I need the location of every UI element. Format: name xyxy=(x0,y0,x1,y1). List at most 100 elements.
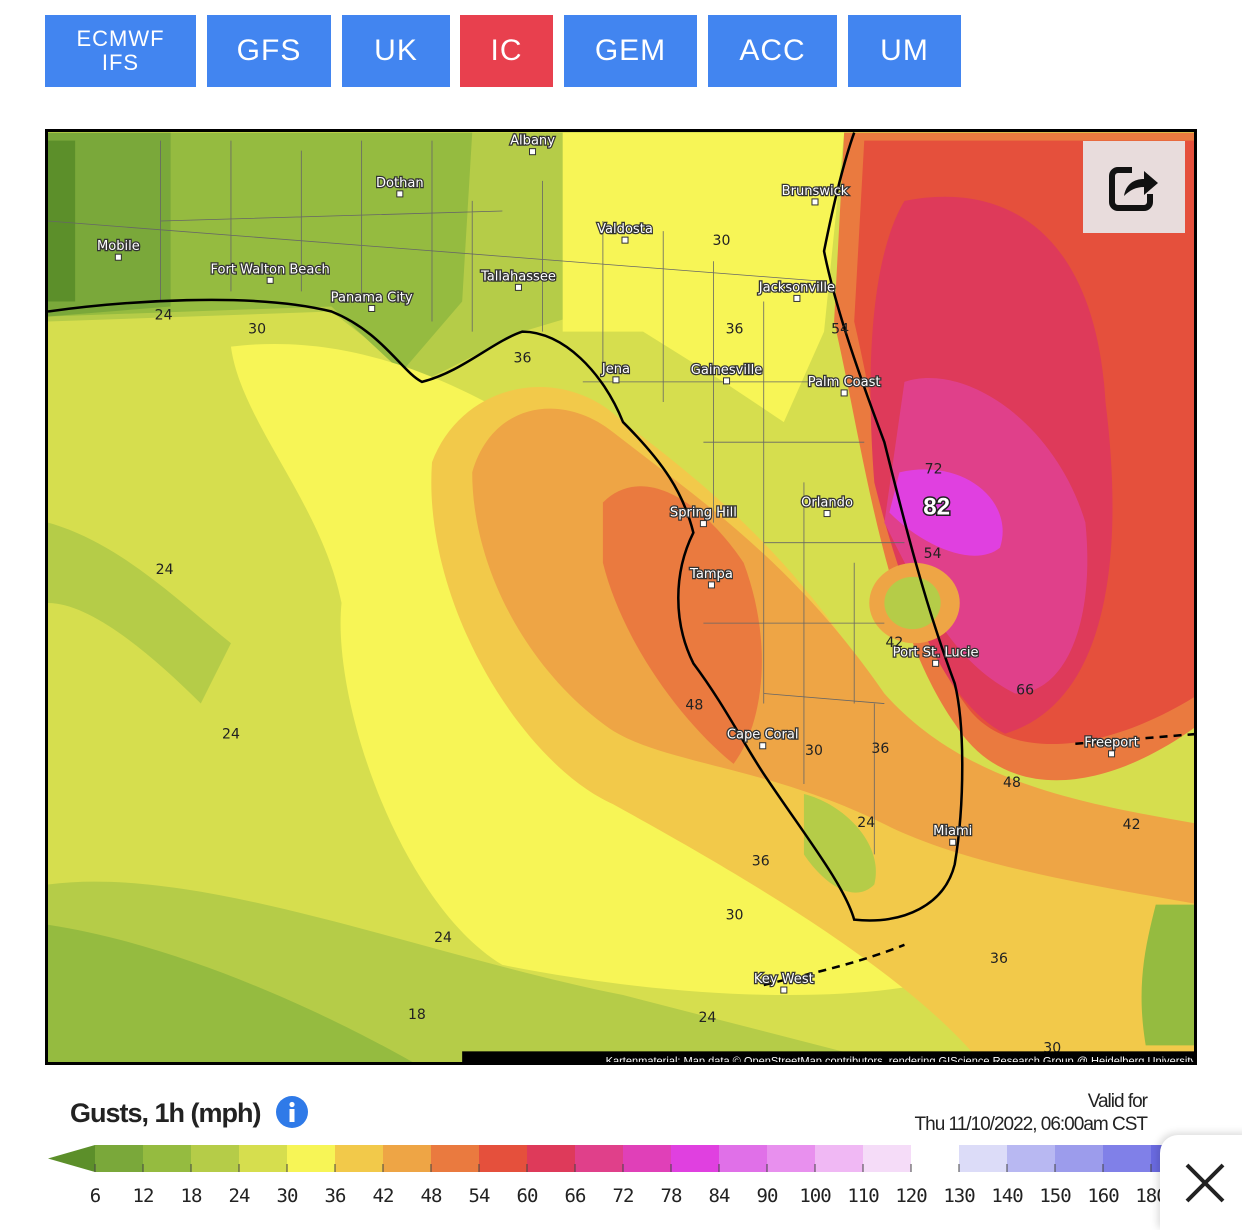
valid-time: Valid for Thu 11/10/2022, 06:00am CST xyxy=(914,1090,1148,1136)
colorbar-segment xyxy=(431,1145,479,1172)
city-label: Tampa xyxy=(689,567,733,582)
colorbar-tick-label: 6 xyxy=(90,1185,101,1207)
close-icon xyxy=(1185,1163,1225,1202)
contour-label: 24 xyxy=(222,727,240,743)
city-label: Freeport xyxy=(1084,736,1138,751)
colorbar-tick-label: 160 xyxy=(1087,1185,1119,1207)
zone xyxy=(1141,904,1194,1046)
city-label: Mobile xyxy=(97,239,140,254)
city-dot xyxy=(780,986,788,994)
model-tab[interactable]: ACC xyxy=(708,15,837,87)
colorbar-segment xyxy=(1055,1145,1103,1172)
contour-label: 18 xyxy=(408,1007,426,1023)
colorbar-segment xyxy=(527,1145,575,1172)
city-dot xyxy=(949,838,957,846)
colorbar-tick-label: 12 xyxy=(133,1185,154,1207)
contour-label: 36 xyxy=(871,741,889,757)
contour-label: 54 xyxy=(924,546,942,562)
close-button[interactable] xyxy=(1160,1135,1242,1230)
city-dot xyxy=(396,190,404,198)
attribution: Kartenmaterial: Map data © OpenStreetMap… xyxy=(606,1055,1197,1065)
model-tab[interactable]: GFS xyxy=(207,15,331,87)
zone xyxy=(562,132,845,423)
colorbar-segment xyxy=(479,1145,527,1172)
colorbar-tick-label: 60 xyxy=(517,1185,538,1207)
contour-label: 48 xyxy=(685,698,703,714)
model-tab[interactable]: ECMWF IFS xyxy=(45,15,196,87)
contour-label: 24 xyxy=(857,815,875,831)
legend-title: Gusts, 1h (mph) xyxy=(70,1095,309,1129)
city-label: Jena xyxy=(601,362,630,377)
legend-title-text: Gusts, 1h (mph) xyxy=(70,1098,262,1128)
city-label: Tallahassee xyxy=(480,269,556,284)
colorbar-tick-label: 30 xyxy=(277,1185,298,1207)
valid-label: Valid for xyxy=(1087,1091,1148,1112)
city-dot xyxy=(707,581,715,589)
colorbar-segment xyxy=(671,1145,719,1172)
share-icon xyxy=(1109,167,1158,211)
colorbar-tick-label: 78 xyxy=(661,1185,682,1207)
colorbar-segment xyxy=(863,1145,911,1172)
contour-label: 24 xyxy=(698,1010,716,1026)
zone xyxy=(48,140,76,302)
city-label: Brunswick xyxy=(782,184,849,199)
colorbar-segment xyxy=(191,1145,239,1172)
info-icon[interactable] xyxy=(275,1095,309,1129)
city-dot xyxy=(699,520,707,528)
valid-time-text: Thu 11/10/2022, 06:00am CST xyxy=(914,1114,1148,1135)
contour-label: 66 xyxy=(1016,682,1034,698)
zone xyxy=(803,794,876,893)
contour-label: 72 xyxy=(925,461,943,477)
city-label: Albany xyxy=(510,134,555,149)
city-label: Fort Walton Beach xyxy=(211,262,330,277)
colorbar-tick-label: 150 xyxy=(1039,1185,1071,1207)
contour-label: 36 xyxy=(752,853,770,869)
city-label: Dothan xyxy=(376,176,424,191)
city-label: Gainesville xyxy=(691,363,762,378)
contour-label: 30 xyxy=(805,743,823,759)
colorbar-segment xyxy=(959,1145,1007,1172)
colorbar-tick-label: 90 xyxy=(757,1185,778,1207)
contour-label: 30 xyxy=(248,322,266,338)
city-dot xyxy=(793,294,801,302)
contour-label: 36 xyxy=(514,351,532,367)
colorbar-segment xyxy=(95,1145,143,1172)
city-dot xyxy=(514,283,522,291)
model-tab[interactable]: GEM xyxy=(564,15,697,87)
city-label: Palm Coast xyxy=(808,375,881,390)
colorbar-start xyxy=(48,1145,95,1172)
city-dot xyxy=(1108,750,1116,758)
contour-label: 24 xyxy=(155,308,173,324)
colorbar-segment xyxy=(719,1145,767,1172)
colorbar-segment xyxy=(623,1145,671,1172)
zone xyxy=(48,522,231,704)
colorbar-tick-label: 130 xyxy=(943,1185,975,1207)
zone xyxy=(889,469,1003,556)
contour-label: 30 xyxy=(726,908,744,924)
share-button[interactable] xyxy=(1083,141,1185,233)
city-label: Miami xyxy=(933,824,972,839)
contour-label: 42 xyxy=(885,635,903,651)
city-label: Port St. Lucie xyxy=(893,645,979,660)
colorbar-segment xyxy=(575,1145,623,1172)
city-dot xyxy=(932,659,940,667)
map: Albany Dothan Brunswick Valdosta Mobile Fort … xyxy=(45,129,1197,1065)
model-tab[interactable]: UM xyxy=(848,15,961,87)
contour-label: 48 xyxy=(1003,775,1021,791)
model-tab[interactable]: IC xyxy=(460,15,553,87)
colorbar-tick-label: 24 xyxy=(229,1185,250,1207)
contour-label: 36 xyxy=(726,322,744,338)
city-dot xyxy=(266,276,274,284)
colorbar: 6 12 18 24 30 36 42 48 54 60 66 72 78 84 90 100 110 120 13… xyxy=(48,1145,1185,1207)
colorbar-tick-label: 84 xyxy=(709,1185,730,1207)
city-dot xyxy=(114,253,122,261)
city-label: Jacksonville xyxy=(758,280,835,295)
city-dot xyxy=(811,198,819,206)
city-label: Valdosta xyxy=(597,222,653,237)
colorbar-tick-label: 140 xyxy=(991,1185,1023,1207)
model-tab[interactable]: UK xyxy=(342,15,450,87)
colorbar-tick-label: 110 xyxy=(847,1185,879,1207)
map-labels: Albany Dothan Brunswick Valdosta Mobile Fort … xyxy=(96,132,1141,1056)
attribution-bg xyxy=(462,1051,1194,1062)
